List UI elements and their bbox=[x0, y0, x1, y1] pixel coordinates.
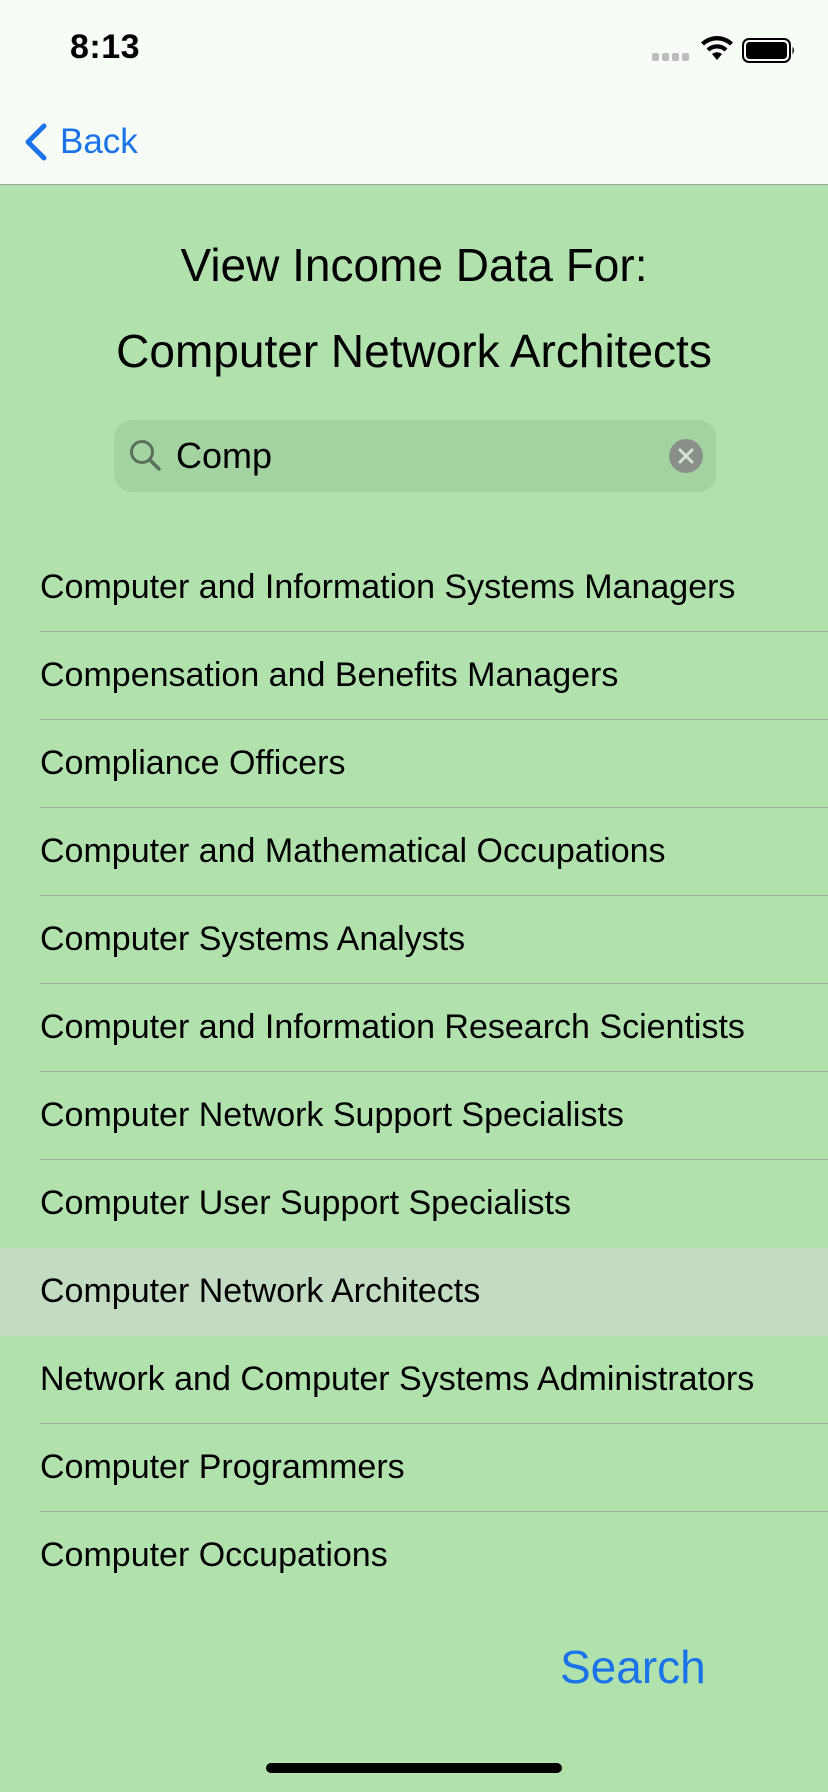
list-item[interactable]: Network and Computer Systems Administrat… bbox=[0, 1336, 828, 1424]
divider bbox=[40, 983, 828, 984]
divider bbox=[40, 895, 828, 896]
list-item[interactable]: Computer and Information Research Scient… bbox=[0, 984, 828, 1072]
chevron-left-icon bbox=[25, 123, 47, 161]
divider bbox=[40, 807, 828, 808]
back-button[interactable]: Back bbox=[22, 120, 138, 164]
divider bbox=[40, 1071, 828, 1072]
list-item[interactable]: Computer Programmers bbox=[0, 1424, 828, 1512]
list-item-label: Computer and Information Systems Manager… bbox=[40, 568, 736, 606]
list-item-label: Computer Systems Analysts bbox=[40, 920, 466, 958]
battery-icon bbox=[742, 38, 794, 63]
list-item-label: Computer Network Support Specialists bbox=[40, 1096, 624, 1134]
page-title: View Income Data For: bbox=[180, 239, 648, 291]
divider bbox=[40, 1511, 828, 1512]
status-bar: 8:13 bbox=[0, 0, 828, 100]
list-item[interactable]: Compliance Officers bbox=[0, 720, 828, 808]
navigation-bar: Back bbox=[0, 100, 828, 185]
list-item-label: Computer Programmers bbox=[40, 1448, 405, 1486]
search-button[interactable]: Search bbox=[560, 1641, 706, 1693]
list-item-label: Computer User Support Specialists bbox=[40, 1184, 572, 1222]
list-item-selected[interactable]: Computer Network Architects bbox=[0, 1248, 828, 1336]
list-item-label: Computer Network Architects bbox=[40, 1272, 481, 1310]
list-item-label: Network and Computer Systems Administrat… bbox=[40, 1360, 755, 1398]
back-label: Back bbox=[60, 122, 138, 161]
list-item-label: Compensation and Benefits Managers bbox=[40, 656, 619, 694]
list-item[interactable]: Computer Systems Analysts bbox=[0, 896, 828, 984]
list-item[interactable]: Computer and Mathematical Occupations bbox=[0, 808, 828, 896]
list-item[interactable]: Compensation and Benefits Managers bbox=[0, 632, 828, 720]
search-icon bbox=[130, 440, 161, 471]
list-item[interactable]: Computer and Information Systems Manager… bbox=[0, 544, 828, 632]
list-item[interactable]: Computer Network Support Specialists bbox=[0, 1072, 828, 1160]
home-indicator[interactable] bbox=[266, 1763, 562, 1773]
wifi-icon bbox=[701, 36, 733, 60]
divider bbox=[40, 1423, 828, 1424]
cellular-signal-icon bbox=[652, 53, 689, 61]
search-input[interactable] bbox=[176, 430, 646, 482]
list-item[interactable]: Computer User Support Specialists bbox=[0, 1160, 828, 1248]
divider bbox=[40, 719, 828, 720]
clear-icon[interactable] bbox=[668, 438, 704, 474]
list-item-label: Computer and Mathematical Occupations bbox=[40, 832, 666, 870]
search-field[interactable] bbox=[114, 420, 716, 492]
divider bbox=[40, 631, 828, 632]
divider bbox=[40, 1159, 828, 1160]
status-time: 8:13 bbox=[70, 28, 141, 66]
list-item[interactable]: Computer Occupations bbox=[0, 1512, 828, 1600]
selected-occupation: Computer Network Architects bbox=[116, 325, 712, 377]
list-item-label: Computer and Information Research Scient… bbox=[40, 1008, 745, 1046]
list-item-label: Compliance Officers bbox=[40, 744, 346, 782]
list-item-label: Computer Occupations bbox=[40, 1536, 388, 1574]
results-list: Computer and Information Systems Manager… bbox=[0, 544, 828, 1600]
